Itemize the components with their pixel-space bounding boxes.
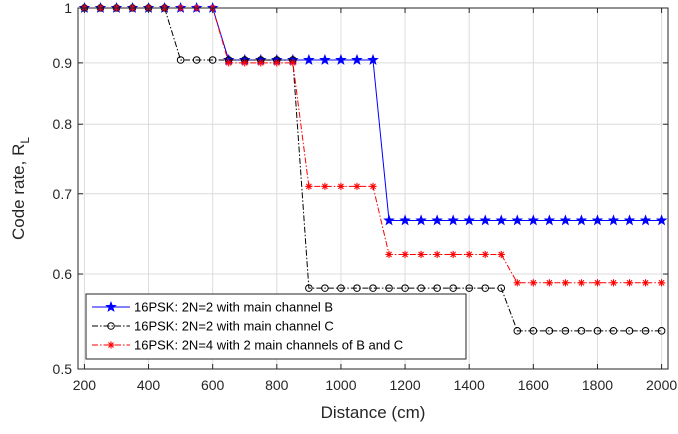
- data-point-asterisk: [107, 341, 114, 348]
- data-point-asterisk: [466, 251, 473, 258]
- data-point-asterisk: [610, 279, 617, 286]
- x-axis-label: Distance (cm): [321, 403, 426, 422]
- data-point-asterisk: [658, 279, 665, 286]
- x-tick-label: 600: [201, 377, 225, 393]
- y-tick-label: 1: [64, 0, 72, 16]
- data-point-asterisk: [642, 279, 649, 286]
- y-axis-label-subscript: L: [18, 137, 32, 144]
- data-point-asterisk: [385, 251, 392, 258]
- data-point-asterisk: [257, 59, 264, 66]
- data-point-asterisk: [562, 279, 569, 286]
- y-tick-label: 0.5: [53, 361, 73, 377]
- data-point-asterisk: [321, 183, 328, 190]
- legend-label: 16PSK: 2N=4 with 2 main channels of B an…: [134, 338, 403, 353]
- x-tick-label: 400: [137, 377, 161, 393]
- x-tick-label: 1000: [325, 377, 356, 393]
- legend: 16PSK: 2N=2 with main channel B 16PSK: 2N…: [86, 294, 466, 359]
- data-point-asterisk: [369, 183, 376, 190]
- y-tick-label: 0.9: [53, 55, 73, 71]
- x-tick-label: 800: [265, 377, 289, 393]
- data-point-asterisk: [434, 251, 441, 258]
- data-point-asterisk: [305, 183, 312, 190]
- x-tick-label: 1800: [582, 377, 613, 393]
- legend-entry: 16PSK: 2N=4 with 2 main channels of B an…: [92, 338, 403, 353]
- x-tick-label: 1600: [518, 377, 549, 393]
- y-tick-label: 0.7: [53, 186, 73, 202]
- data-point-asterisk: [482, 251, 489, 258]
- y-tick-label: 0.8: [53, 116, 73, 132]
- data-point-asterisk: [401, 251, 408, 258]
- data-point-asterisk: [273, 59, 280, 66]
- data-point-asterisk: [289, 59, 296, 66]
- data-point-asterisk: [578, 279, 585, 286]
- x-tick-label: 2000: [646, 377, 677, 393]
- x-tick-label: 1200: [389, 377, 420, 393]
- data-point-asterisk: [241, 59, 248, 66]
- legend-label: 16PSK: 2N=2 with main channel C: [134, 319, 334, 334]
- data-point-asterisk: [337, 183, 344, 190]
- data-point-asterisk: [498, 251, 505, 258]
- data-point-asterisk: [530, 279, 537, 286]
- x-tick-label: 200: [73, 377, 97, 393]
- y-tick-label: 0.6: [53, 266, 73, 282]
- data-point-asterisk: [546, 279, 553, 286]
- data-point-asterisk: [450, 251, 457, 258]
- data-point-asterisk: [417, 251, 424, 258]
- data-point-asterisk: [626, 279, 633, 286]
- y-axis-label-main: Code rate, R: [9, 144, 28, 240]
- data-point-asterisk: [594, 279, 601, 286]
- data-point-asterisk: [353, 183, 360, 190]
- data-point-asterisk: [225, 59, 232, 66]
- legend-label: 16PSK: 2N=2 with main channel B: [134, 300, 333, 315]
- x-tick-label: 1400: [454, 377, 485, 393]
- data-point-asterisk: [514, 279, 521, 286]
